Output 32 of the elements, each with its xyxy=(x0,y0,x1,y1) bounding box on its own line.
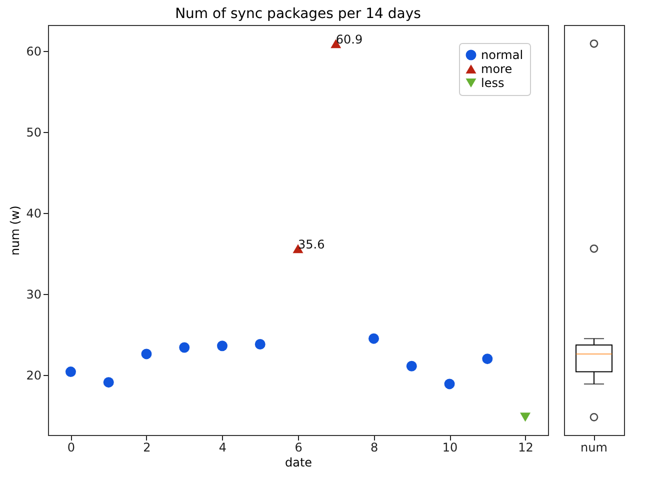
point xyxy=(65,366,76,378)
legend-label: more xyxy=(481,62,512,76)
x-tick-label: 8 xyxy=(370,440,378,454)
x-tick-label: 0 xyxy=(67,440,76,454)
legend-label: normal xyxy=(481,48,524,62)
y-tick-label: 20 xyxy=(26,368,42,383)
chart-title: Num of sync packages per 14 days xyxy=(175,6,421,22)
y-tick-label: 50 xyxy=(26,125,42,140)
x-tick-label: 6 xyxy=(294,440,302,454)
x-axis-title: date xyxy=(284,456,312,470)
point xyxy=(520,412,531,422)
data-label: 60.9 xyxy=(336,32,363,47)
x-tick-label: 2 xyxy=(143,440,151,454)
point xyxy=(482,354,493,364)
y-axis-title: num (w) xyxy=(8,206,22,256)
x-tick-label: 10 xyxy=(442,440,458,454)
data-label: 35.6 xyxy=(298,238,325,252)
point xyxy=(141,348,152,360)
x-tick-label: num xyxy=(580,440,608,454)
x-tick-label: 12 xyxy=(518,440,534,454)
y-tick-label: 60 xyxy=(26,44,42,58)
point xyxy=(368,333,379,344)
point xyxy=(179,342,190,353)
y-tick-label: 40 xyxy=(26,206,42,220)
legend-label: less xyxy=(481,76,504,90)
point xyxy=(217,340,228,352)
x-tick-label: 4 xyxy=(218,440,227,454)
point xyxy=(103,377,114,388)
point xyxy=(406,360,417,372)
point xyxy=(444,378,455,390)
y-tick-label: 30 xyxy=(26,288,42,302)
point xyxy=(254,339,266,350)
